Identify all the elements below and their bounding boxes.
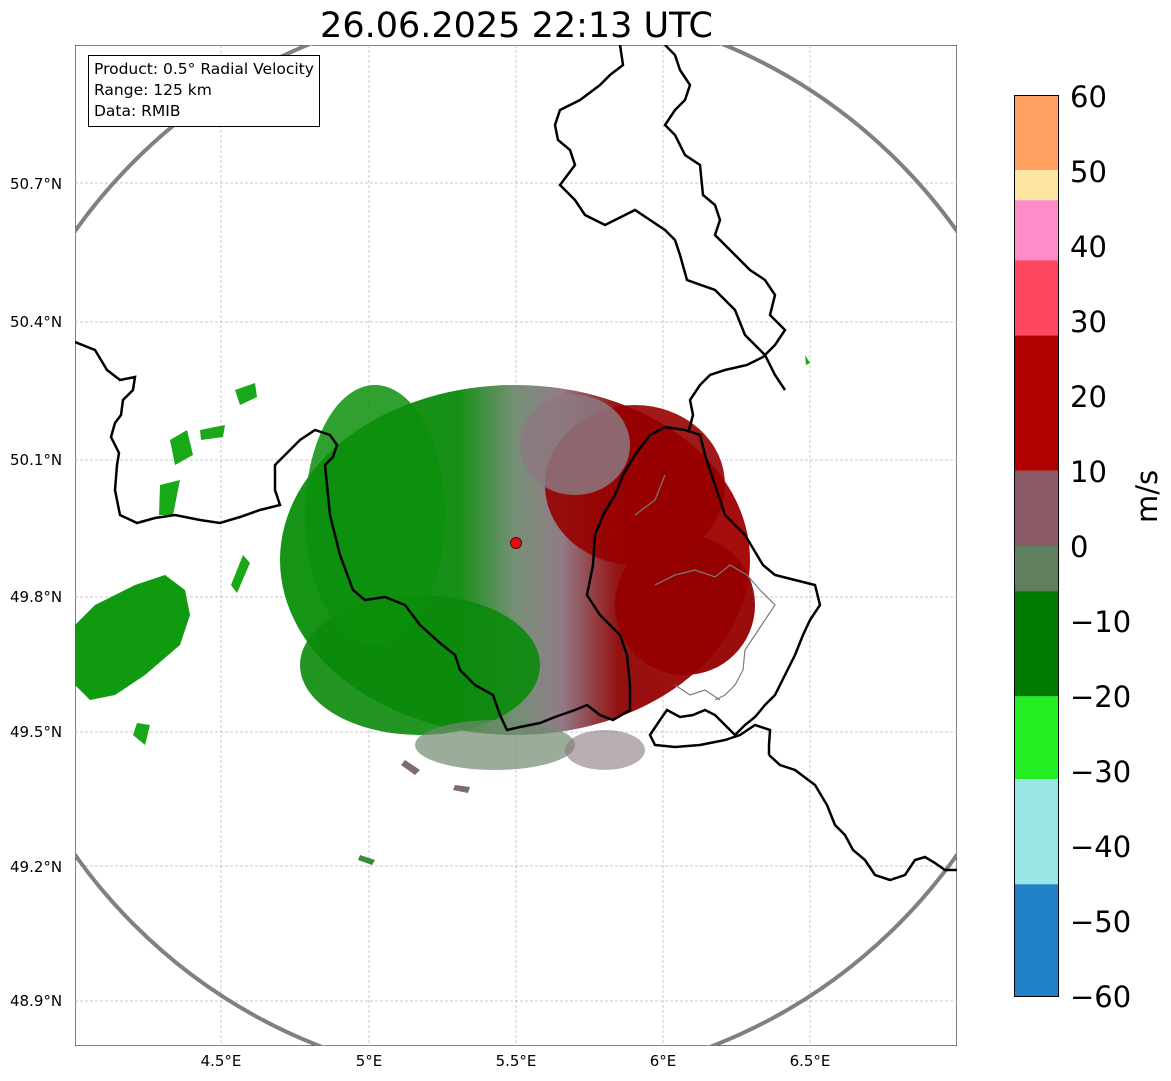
colorbar-tick: 10 bbox=[1070, 455, 1107, 489]
colorbar-border bbox=[1014, 95, 1059, 997]
colorbar-tick: 60 bbox=[1070, 80, 1107, 114]
colorbar-segment bbox=[1014, 696, 1059, 780]
colorbar-segment bbox=[1014, 335, 1059, 471]
lat-tick: 50.4°N bbox=[10, 313, 63, 331]
colorbar-tick: 50 bbox=[1070, 155, 1107, 189]
colorbar-tick: 30 bbox=[1070, 305, 1107, 339]
colorbar-segment bbox=[1014, 470, 1059, 546]
country-borders bbox=[75, 45, 957, 882]
colorbar-segment bbox=[1014, 591, 1059, 697]
lat-tick: 49.8°N bbox=[10, 588, 63, 606]
lon-tick: 4.5°E bbox=[200, 1052, 242, 1070]
lat-tick: 49.2°N bbox=[10, 858, 63, 876]
colorbar bbox=[1014, 95, 1059, 997]
colorbar-tick: 20 bbox=[1070, 380, 1107, 414]
colorbar-tick: 40 bbox=[1070, 230, 1107, 264]
info-box: Product: 0.5° Radial Velocity Range: 125… bbox=[88, 55, 320, 127]
chart-title: 26.06.2025 22:13 UTC bbox=[320, 6, 713, 46]
colorbar-segment bbox=[1014, 546, 1059, 592]
colorbar-segment bbox=[1014, 779, 1059, 885]
colorbar-segment bbox=[1014, 170, 1059, 201]
colorbar-tick: −30 bbox=[1070, 755, 1132, 789]
lat-tick: 50.1°N bbox=[10, 451, 63, 469]
product-label: Product: 0.5° Radial Velocity bbox=[94, 60, 314, 78]
lat-tick: 49.5°N bbox=[10, 723, 63, 741]
lat-tick: 48.9°N bbox=[10, 992, 63, 1010]
colorbar-segment bbox=[1014, 884, 1059, 997]
colorbar-segment bbox=[1014, 260, 1059, 336]
lon-tick: 6.5°E bbox=[789, 1052, 831, 1070]
lon-tick: 5°E bbox=[355, 1052, 383, 1070]
range-label: Range: 125 km bbox=[94, 81, 212, 99]
colorbar-segment bbox=[1014, 95, 1059, 171]
radar-map bbox=[75, 45, 957, 1046]
colorbar-tick: 0 bbox=[1070, 530, 1089, 564]
colorbar-segment bbox=[1014, 200, 1059, 261]
data-source-label: Data: RMIB bbox=[94, 102, 181, 120]
colorbar-tick: −20 bbox=[1070, 680, 1132, 714]
colorbar-tick: −40 bbox=[1070, 830, 1132, 864]
colorbar-unit-label: m/s bbox=[1130, 469, 1164, 523]
lat-tick: 50.7°N bbox=[10, 175, 63, 193]
lon-tick: 6°E bbox=[649, 1052, 677, 1070]
region-borders bbox=[634, 474, 776, 701]
colorbar-tick: −50 bbox=[1070, 905, 1132, 939]
velocity-echoes bbox=[75, 355, 810, 865]
radar-site-marker bbox=[510, 537, 522, 549]
colorbar-tick: −60 bbox=[1070, 980, 1132, 1014]
lon-tick: 5.5°E bbox=[495, 1052, 537, 1070]
colorbar-tick: −10 bbox=[1070, 605, 1132, 639]
